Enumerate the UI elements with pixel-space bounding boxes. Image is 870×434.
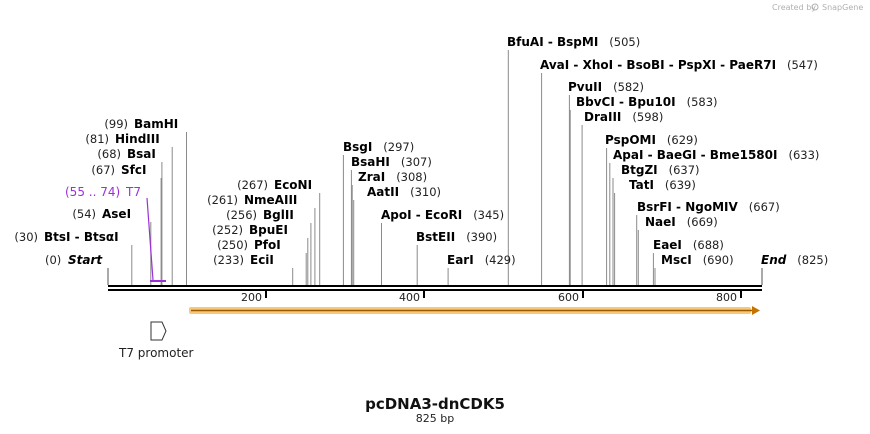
site-position-bsteii: (390) xyxy=(466,230,497,244)
site-position-apai-baegi-bme1580i: (633) xyxy=(789,148,820,162)
site-label-avai-xhoi-bsobi-pspxi-paer7i[interactable]: AvaI - XhoI - BsoBI - PspXI - PaeR7I xyxy=(540,58,776,72)
site-position-sfci: (67) xyxy=(91,163,115,177)
svg-text:400: 400 xyxy=(399,291,420,304)
site-label-sfci[interactable]: SfcI xyxy=(121,163,146,177)
promoter-arrow-icon[interactable] xyxy=(150,321,167,341)
site-position-econi: (267) xyxy=(237,178,268,192)
site-position-bsgi: (297) xyxy=(383,140,414,154)
site-position-hindiii: (81) xyxy=(85,132,109,146)
site-label-end[interactable]: End xyxy=(761,253,787,267)
svg-text:800: 800 xyxy=(716,291,737,304)
site-position-pvuii: (582) xyxy=(613,80,644,94)
promoter-label: T7 promoter xyxy=(118,346,194,360)
site-position-aatii: (310) xyxy=(410,185,441,199)
site-position-pfoi: (250) xyxy=(217,238,248,252)
site-position-tati: (639) xyxy=(665,178,696,192)
site-position-eaei: (688) xyxy=(693,238,724,252)
site-label-bsteii[interactable]: BstEII xyxy=(416,230,455,244)
site-position-bsai: (68) xyxy=(97,147,121,161)
site-label-draiii[interactable]: DraIII xyxy=(584,110,621,124)
site-label-hindiii[interactable]: HindIII xyxy=(115,132,160,146)
site-position-bbvci-bpu10i: (583) xyxy=(687,95,718,109)
site-position-nmeaiii: (261) xyxy=(207,193,238,207)
site-position-btgzi: (637) xyxy=(669,163,700,177)
site-label-tati[interactable]: TatI xyxy=(629,178,654,192)
site-label-bsgi[interactable]: BsgI xyxy=(343,140,372,154)
site-position-zrai: (308) xyxy=(396,170,427,184)
site-label-naei[interactable]: NaeI xyxy=(645,215,676,229)
t7-feature-leader xyxy=(146,197,154,281)
svg-text:600: 600 xyxy=(558,291,579,304)
site-label-bfuai-bspmi[interactable]: BfuAI - BspMI xyxy=(507,35,598,49)
site-position-naei: (669) xyxy=(687,215,718,229)
site-position-end: (825) xyxy=(797,253,828,267)
ruler-tick-400: 400 xyxy=(399,290,425,304)
site-position-bsrfi-ngomiv: (667) xyxy=(749,200,780,214)
site-label-bsahi[interactable]: BsaHI xyxy=(351,155,390,169)
plasmid-length: 825 bp xyxy=(416,412,454,425)
ruler-tick-600: 600 xyxy=(558,290,584,304)
orf-arrow-head-icon xyxy=(752,306,760,315)
t7-feature-range: (55 .. 74) xyxy=(65,185,120,199)
site-label-bamhi[interactable]: BamHI xyxy=(134,117,178,131)
site-position-ecii: (233) xyxy=(213,253,244,267)
site-label-econi[interactable]: EcoNI xyxy=(274,178,312,192)
site-label-bglii[interactable]: BglII xyxy=(263,208,294,222)
site-position-pspomi: (629) xyxy=(667,133,698,147)
site-label-btsi-btsi[interactable]: BtsI - BtsαI xyxy=(44,230,119,244)
svg-text:200: 200 xyxy=(241,291,262,304)
site-label-asei[interactable]: AseI xyxy=(102,207,131,221)
site-label-bsrfi-ngomiv[interactable]: BsrFI - NgoMIV xyxy=(637,200,738,214)
site-position-bfuai-bspmi: (505) xyxy=(609,35,640,49)
site-position-draiii: (598) xyxy=(632,110,663,124)
ruler-tick-200: 200 xyxy=(241,290,267,304)
site-label-ecii[interactable]: EciI xyxy=(250,253,274,267)
site-label-pspomi[interactable]: PspOMI xyxy=(605,133,656,147)
site-position-bpuei: (252) xyxy=(212,223,243,237)
site-position-avai-xhoi-bsobi-pspxi-paer7i: (547) xyxy=(787,58,818,72)
site-position-bsahi: (307) xyxy=(401,155,432,169)
site-position-msci: (690) xyxy=(703,253,734,267)
t7-feature-name: T7 xyxy=(125,185,141,199)
site-label-btgzi[interactable]: BtgZI xyxy=(621,163,658,177)
site-position-btsi-btsi: (30) xyxy=(14,230,38,244)
cut-site-lines xyxy=(107,50,763,285)
site-label-eari[interactable]: EarI xyxy=(447,253,474,267)
site-label-zrai[interactable]: ZraI xyxy=(358,170,385,184)
ruler-tick-800: 800 xyxy=(716,290,742,304)
site-position-bamhi: (99) xyxy=(104,117,128,131)
site-label-bbvci-bpu10i[interactable]: BbvCI - Bpu10I xyxy=(576,95,676,109)
site-position-bglii: (256) xyxy=(226,208,257,222)
snapgene-logo-icon xyxy=(811,3,819,11)
site-label-pvuii[interactable]: PvuII xyxy=(568,80,602,94)
plasmid-title: pcDNA3-dnCDK5 xyxy=(365,395,505,413)
watermark-text: Created by xyxy=(772,3,816,12)
watermark-brand: SnapGene xyxy=(822,3,863,12)
site-position-asei: (54) xyxy=(72,207,96,221)
site-label-msci[interactable]: MscI xyxy=(661,253,692,267)
cut-site-labels: Start (0) BtsI - BtsαI (30) AseI (54) SfcI (67)… xyxy=(14,35,828,267)
site-position-eari: (429) xyxy=(485,253,516,267)
site-label-aatii[interactable]: AatII xyxy=(367,185,399,199)
site-label-apoi-ecori[interactable]: ApoI - EcoRI xyxy=(381,208,462,222)
site-label-apai-baegi-bme1580i[interactable]: ApaI - BaeGI - Bme1580I xyxy=(613,148,777,162)
site-position-start: (0) xyxy=(45,253,61,267)
site-label-start[interactable]: Start xyxy=(68,253,103,267)
site-label-pfoi[interactable]: PfoI xyxy=(254,238,281,252)
site-label-eaei[interactable]: EaeI xyxy=(653,238,682,252)
site-label-bsai[interactable]: BsaI xyxy=(127,147,156,161)
site-position-apoi-ecori: (345) xyxy=(473,208,504,222)
site-label-bpuei[interactable]: BpuEI xyxy=(249,223,288,237)
site-label-nmeaiii[interactable]: NmeAIII xyxy=(244,193,297,207)
